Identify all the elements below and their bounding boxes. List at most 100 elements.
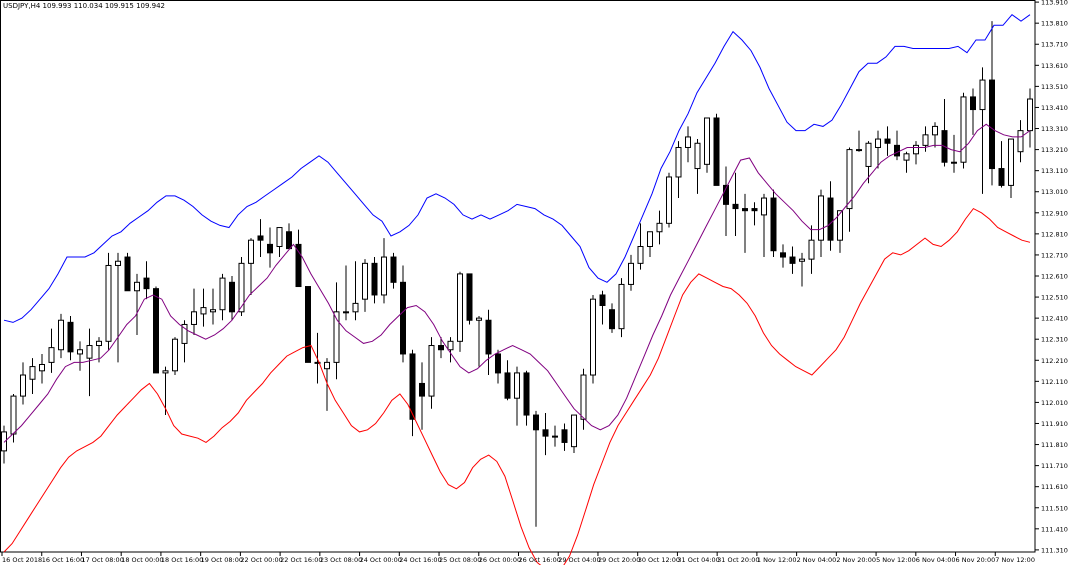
y-tick-label: 113.710: [1041, 41, 1068, 49]
candle: [219, 273, 226, 321]
candle-body: [894, 144, 900, 157]
candle: [20, 362, 26, 405]
candle: [590, 294, 596, 384]
candle: [713, 113, 720, 186]
candle: [609, 303, 615, 333]
candle-body: [172, 338, 178, 372]
candle-body: [314, 361, 321, 364]
candle: [523, 370, 530, 426]
candle: [172, 337, 178, 376]
candle-body: [913, 144, 919, 155]
candle-body: [970, 96, 976, 111]
candle-body: [457, 273, 463, 342]
candle: [884, 126, 891, 156]
candle-body: [770, 197, 777, 252]
candle-body: [219, 277, 226, 311]
symbol-label: USDJPY,H4: [3, 2, 41, 10]
x-tick-label: 2 Nov 04:00: [797, 556, 837, 564]
candle: [1017, 120, 1024, 163]
candle-body: [1017, 130, 1024, 153]
candle-body: [276, 227, 283, 248]
candle-body: [115, 260, 121, 266]
candle-body: [419, 382, 425, 397]
candle: [989, 21, 995, 186]
candle: [419, 362, 425, 430]
candle-body: [39, 363, 45, 372]
candle-body: [818, 195, 824, 241]
candle-body: [789, 256, 796, 264]
candle-body: [438, 345, 444, 351]
candle: [162, 366, 169, 416]
y-tick-label: 112.310: [1041, 336, 1068, 344]
x-tick-label: 24 Oct 00:00: [360, 556, 402, 564]
candle: [333, 282, 340, 380]
x-tick-label: 31 Oct 04:00: [677, 556, 719, 564]
candle: [295, 229, 302, 288]
candle-body: [67, 321, 74, 353]
candle-body: [922, 134, 929, 146]
x-tick-label: 7 Nov 12:00: [995, 556, 1035, 564]
plot-frame: [0, 0, 1036, 553]
candle-body: [998, 168, 1005, 186]
y-tick-label: 111.810: [1041, 441, 1068, 449]
candle: [599, 290, 606, 325]
candle-body: [495, 353, 501, 374]
candle-body: [846, 149, 853, 210]
candle-body: [609, 309, 615, 330]
candle: [666, 172, 672, 228]
candle-body: [390, 256, 397, 283]
candle: [846, 147, 853, 232]
candle: [324, 358, 330, 411]
candle-body: [685, 136, 691, 148]
y-tick-label: 112.910: [1041, 209, 1068, 217]
candle-body: [561, 429, 568, 443]
candle-body: [694, 142, 701, 170]
candle-body: [324, 361, 330, 370]
candle-body: [675, 146, 682, 178]
candle-body: [827, 197, 834, 241]
y-tick-label: 113.910: [1041, 0, 1068, 7]
candle: [153, 286, 159, 374]
x-tick-label: 5 Nov 12:00: [876, 556, 916, 564]
candle-body: [875, 138, 881, 148]
candle: [685, 126, 691, 163]
candle-body: [343, 311, 349, 314]
x-tick-label: 25 Oct 08:00: [439, 556, 481, 564]
candle-body: [808, 239, 815, 260]
candle: [552, 425, 558, 447]
x-tick-label: 22 Oct 16:00: [280, 556, 322, 564]
candle-body: [476, 317, 482, 321]
x-tick-label: 24 Oct 16:00: [399, 556, 441, 564]
candle: [438, 337, 444, 359]
candle-body: [400, 281, 406, 355]
candle-body: [10, 395, 17, 435]
ohlc-readout: 109.993 110.034 109.915 109.942: [42, 2, 166, 10]
candle: [808, 225, 815, 274]
candle-body: [599, 294, 606, 306]
candle: [390, 252, 397, 289]
y-tick-label: 113.810: [1041, 20, 1068, 28]
y-tick-label: 113.110: [1041, 167, 1068, 175]
candle-body: [210, 309, 216, 313]
candle-body: [751, 208, 758, 212]
candle-body: [333, 311, 340, 363]
candle-body: [647, 231, 653, 248]
candle-body: [181, 323, 188, 344]
candle-body: [48, 347, 55, 363]
candle: [191, 288, 197, 335]
candle: [29, 358, 36, 394]
candle-body: [951, 161, 957, 164]
candle: [371, 257, 378, 304]
candle: [732, 172, 739, 236]
candle: [998, 141, 1005, 188]
candle: [837, 210, 843, 253]
candle: [409, 349, 416, 437]
candle: [504, 360, 511, 401]
candle-body: [856, 149, 862, 152]
candle: [286, 223, 292, 250]
candle: [267, 227, 273, 268]
candle: [618, 278, 625, 338]
candle-body: [580, 374, 587, 420]
x-tick-label: 18 Oct 16:00: [161, 556, 203, 564]
